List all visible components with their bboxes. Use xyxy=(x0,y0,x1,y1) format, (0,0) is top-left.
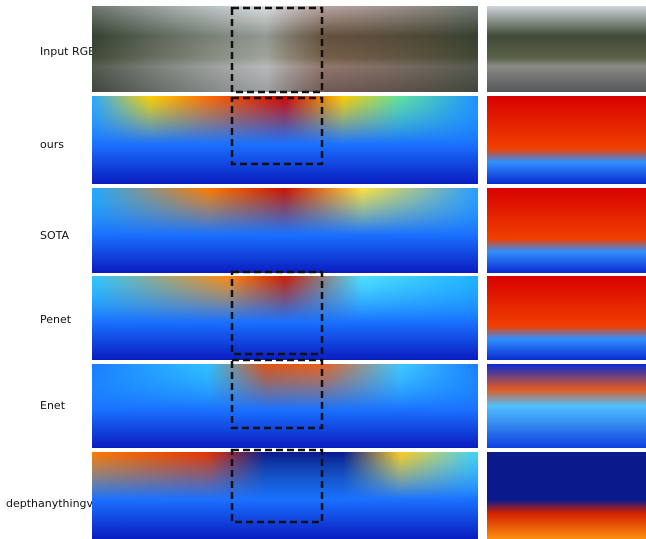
depth-crop xyxy=(487,364,646,448)
depth-ground xyxy=(92,96,478,184)
row-depthanything: depthanythingv2 xyxy=(6,450,646,539)
row-label: Penet xyxy=(40,313,72,326)
row-ours: ours xyxy=(40,96,646,184)
depth-crop xyxy=(487,452,646,539)
row-label: Input RGB xyxy=(40,45,96,58)
depth-crop xyxy=(487,188,646,273)
row-label: SOTA xyxy=(40,229,70,242)
row-label: Enet xyxy=(40,399,66,412)
row-penet: Penet xyxy=(40,272,646,360)
rgb-overlay xyxy=(92,6,478,92)
figure: Input RGB ours SOTA Penet Enet dept xyxy=(0,0,646,539)
row-sota: SOTA xyxy=(40,188,646,273)
row-input: Input RGB xyxy=(40,6,646,92)
depth-crop xyxy=(487,96,646,184)
row-label: ours xyxy=(40,138,64,151)
rgb-crop xyxy=(487,6,646,92)
depth-ground xyxy=(92,452,478,539)
depth-ground xyxy=(92,364,478,448)
row-enet: Enet xyxy=(40,360,646,448)
depth-ground xyxy=(92,276,478,360)
depth-ground xyxy=(92,188,478,273)
depth-crop xyxy=(487,276,646,360)
row-label: depthanythingv2 xyxy=(6,497,100,510)
